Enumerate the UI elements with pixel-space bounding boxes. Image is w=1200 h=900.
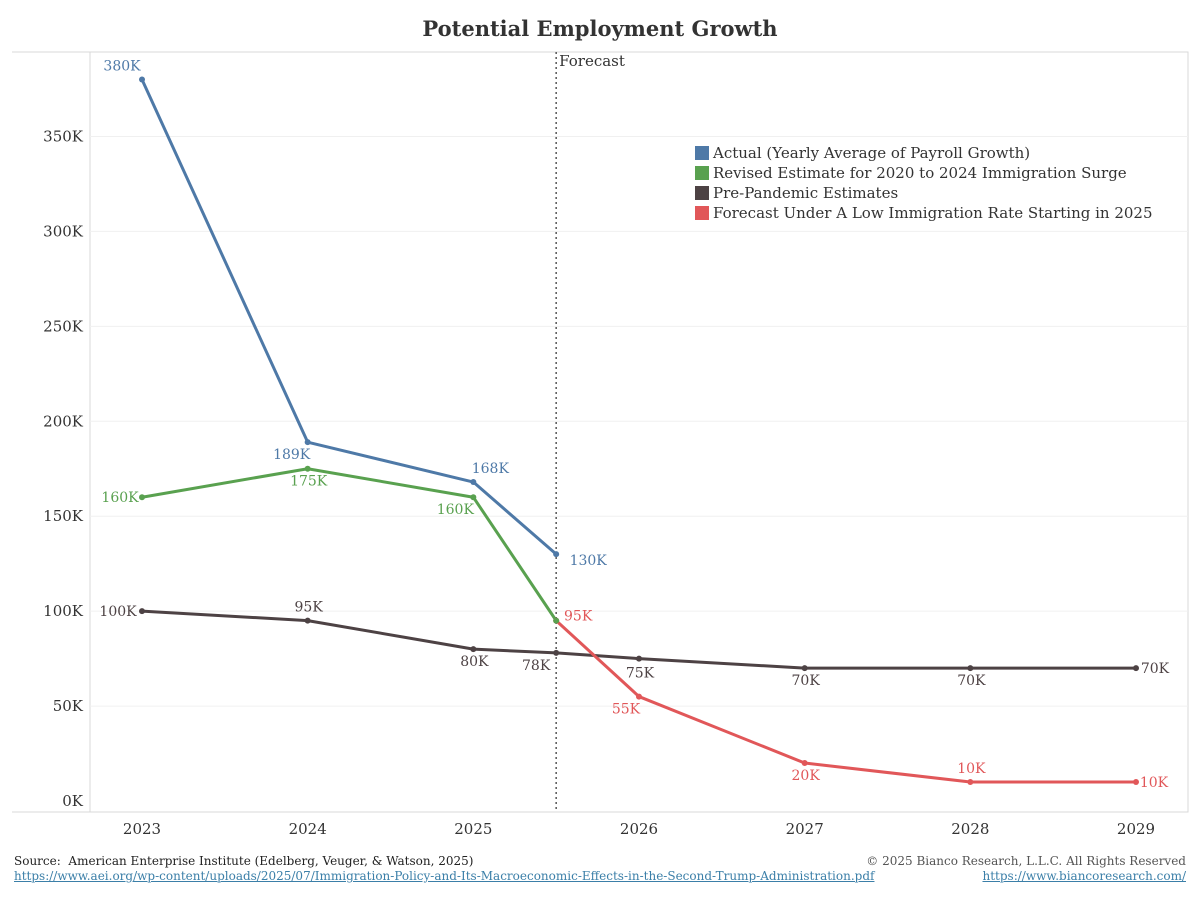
series-line [141, 467, 558, 622]
data-label: 55K [612, 702, 641, 718]
data-point [304, 439, 311, 446]
data-label: 160K [437, 502, 475, 518]
source-text: American Enterprise Institute (Edelberg,… [68, 854, 474, 868]
data-label: 10K [1140, 775, 1169, 791]
data-point [636, 655, 642, 662]
data-point [553, 551, 560, 558]
copyright-block: © 2025 Bianco Research, L.L.C. All Right… [866, 854, 1186, 884]
source-block: Source: American Enterprise Institute (E… [14, 854, 874, 884]
x-tick-label: 2024 [289, 820, 327, 838]
data-label: 100K [99, 604, 137, 620]
y-tick-label: 200K [43, 412, 84, 430]
data-point [304, 465, 311, 472]
data-label: 160K [101, 490, 139, 506]
data-point [139, 608, 145, 615]
legend-label: Actual (Yearly Average of Payroll Growth… [712, 144, 1030, 162]
y-tick-label: 250K [43, 317, 84, 335]
y-tick-label: 100K [43, 602, 84, 620]
x-tick-label: 2023 [123, 820, 161, 838]
data-label: 189K [273, 447, 311, 463]
x-tick-label: 2029 [1117, 820, 1155, 838]
x-tick-label: 2026 [620, 820, 658, 838]
data-point [470, 494, 477, 501]
data-label: 10K [957, 761, 986, 777]
data-point [636, 693, 642, 700]
data-label: 95K [295, 600, 324, 616]
series-line [555, 619, 1136, 784]
data-point [470, 479, 477, 486]
forecast-label: Forecast [559, 52, 625, 70]
source-link[interactable]: https://www.aei.org/wp-content/uploads/2… [14, 869, 875, 883]
y-tick-label: 300K [43, 222, 84, 240]
data-label: 380K [103, 59, 141, 75]
site-link[interactable]: https://www.biancoresearch.com/ [982, 869, 1186, 883]
data-label: 70K [1141, 661, 1170, 677]
source-line: Source: American Enterprise Institute (E… [14, 854, 874, 869]
data-label: 75K [626, 666, 655, 682]
data-point [967, 665, 974, 672]
series-line [140, 78, 558, 556]
x-tick-label: 2028 [951, 820, 989, 838]
data-point [967, 779, 974, 786]
copyright-text: © 2025 Bianco Research, L.L.C. All Right… [866, 854, 1186, 868]
line-chart: 0K 50K 100K 150K 200K 250K 300K 350K 2023 2024 202… [12, 51, 1189, 838]
legend-swatch [695, 206, 709, 220]
data-label: 130K [570, 553, 608, 569]
x-tick-label: 2027 [786, 820, 824, 838]
data-label: 95K [564, 609, 593, 625]
data-label: 20K [792, 768, 821, 784]
y-tick-label: 0K [62, 792, 84, 810]
legend-swatch [695, 166, 709, 180]
data-label: 80K [460, 654, 489, 670]
legend-label: Pre-Pandemic Estimates [713, 184, 898, 202]
data-point [1133, 779, 1139, 786]
data-label: 168K [472, 461, 510, 477]
plot-frame [89, 51, 1189, 813]
data-point [1133, 665, 1139, 672]
data-point [139, 494, 145, 501]
source-prefix: Source: [14, 854, 61, 868]
data-point [139, 76, 145, 83]
legend-label: Forecast Under A Low Immigration Rate St… [713, 204, 1153, 222]
legend-swatch [695, 146, 709, 160]
chart-title: Potential Employment Growth [422, 16, 778, 41]
legend-label: Revised Estimate for 2020 to 2024 Immigr… [713, 164, 1127, 182]
data-point [553, 617, 560, 624]
data-point [304, 617, 311, 624]
data-label: 70K [957, 673, 986, 689]
data-point [553, 649, 560, 656]
legend-swatch [695, 186, 709, 200]
y-tick-label: 50K [53, 697, 84, 715]
series-line [141, 609, 1136, 670]
x-tick-label: 2025 [454, 820, 492, 838]
data-point [801, 665, 808, 672]
data-label: 70K [792, 673, 821, 689]
y-tick-label: 350K [43, 127, 84, 145]
data-point [470, 646, 477, 653]
data-label: 78K [522, 658, 551, 674]
y-tick-label: 150K [43, 507, 84, 525]
data-label: 175K [290, 474, 328, 490]
data-point [801, 760, 808, 767]
